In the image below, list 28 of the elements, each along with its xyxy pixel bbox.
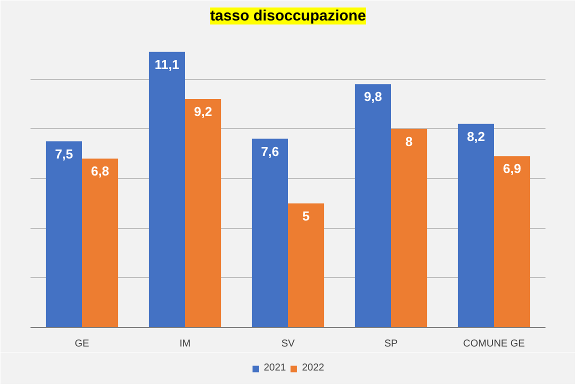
x-tick-label: SV [281, 338, 295, 350]
data-label: 6,8 [90, 164, 110, 179]
x-tick-label: COMUNE GE [463, 338, 526, 350]
bar [458, 124, 494, 328]
bar [185, 99, 222, 328]
x-tick-label: GE [74, 338, 90, 350]
bar [391, 128, 428, 328]
data-label: 5 [302, 208, 310, 224]
bar [252, 138, 288, 328]
chart-title: tasso disoccupazione [210, 8, 366, 24]
data-label: 7,6 [260, 144, 280, 159]
x-tick-label: SP [384, 338, 398, 350]
data-label: 11,1 [154, 56, 180, 72]
legend-label: 2021 [264, 362, 286, 374]
data-label: 8,2 [466, 128, 486, 144]
data-label: 9,2 [194, 104, 212, 120]
legend-label: 2022 [302, 362, 324, 374]
bar [82, 158, 118, 328]
data-label: 8 [405, 134, 413, 149]
bar [148, 52, 185, 328]
bar [46, 141, 82, 328]
bar [354, 84, 391, 328]
bar [288, 203, 324, 328]
data-label: 7,5 [54, 146, 74, 162]
data-label: 9,8 [364, 89, 382, 104]
bar [494, 156, 530, 328]
x-tick-label: IM [179, 338, 191, 350]
data-label: 6,9 [502, 161, 522, 176]
